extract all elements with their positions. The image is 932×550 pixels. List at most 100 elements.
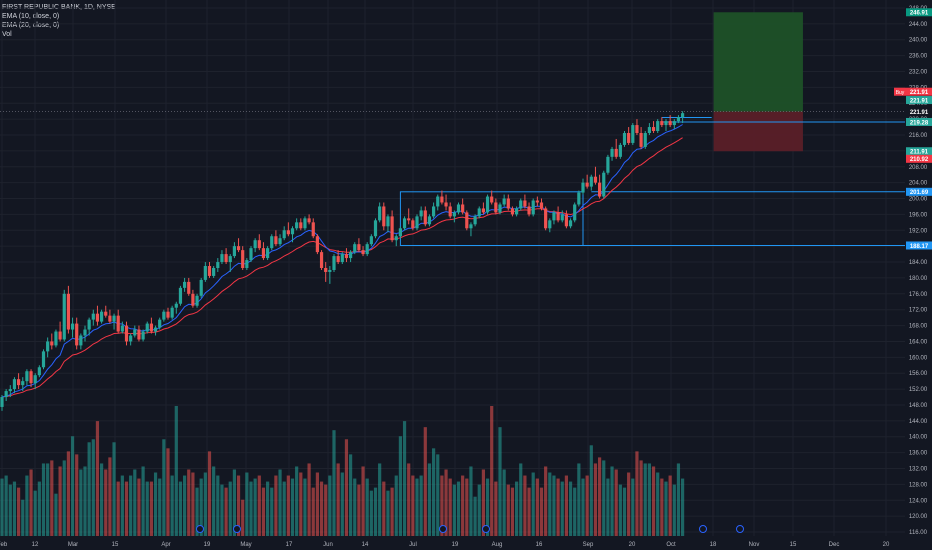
candle-body xyxy=(241,250,245,268)
candle-body xyxy=(440,196,444,203)
volume-bar xyxy=(498,427,502,536)
candle-body xyxy=(560,214,564,221)
candle-body xyxy=(349,252,353,259)
volume-bar xyxy=(116,481,120,536)
candle-body xyxy=(311,222,315,237)
candle-body xyxy=(137,329,141,340)
volume-bar xyxy=(539,487,544,536)
volume-bar xyxy=(390,487,394,536)
volume-bar xyxy=(465,478,469,536)
y-tick-label: 140.00 xyxy=(909,435,928,441)
candle-body xyxy=(361,250,365,255)
volume-bar xyxy=(361,466,365,536)
candle-body xyxy=(407,218,411,221)
volume-bar xyxy=(37,481,41,536)
candle-body xyxy=(502,198,506,205)
volume-bar xyxy=(137,478,141,536)
candle-body xyxy=(62,293,66,340)
volume-bar xyxy=(506,484,510,536)
volume-bar xyxy=(91,439,95,536)
candle-body xyxy=(373,220,378,237)
volume-bar xyxy=(249,481,253,536)
candle-body xyxy=(183,281,187,288)
volume-bar xyxy=(515,481,519,536)
volume-bar xyxy=(174,406,178,536)
candle-body xyxy=(187,281,191,294)
volume-bar xyxy=(610,466,614,536)
x-tick-label: Apr xyxy=(161,542,170,548)
volume-bar xyxy=(270,487,274,536)
candle-body xyxy=(261,248,266,259)
target-zone xyxy=(713,12,803,112)
candle-body xyxy=(444,202,448,207)
y-tick-label: 116.00 xyxy=(909,530,928,536)
volume-bar xyxy=(303,478,307,536)
volume-bar xyxy=(79,469,83,536)
volume-bar xyxy=(87,442,91,536)
candle-body xyxy=(195,295,199,306)
y-tick-label: 152.00 xyxy=(909,387,928,393)
volume-bar xyxy=(353,478,357,536)
volume-bar xyxy=(556,478,560,536)
volume-bar xyxy=(340,472,344,536)
candle-body xyxy=(133,329,137,336)
volume-bar xyxy=(224,487,228,536)
candle-body xyxy=(100,311,104,322)
candle-body xyxy=(357,244,361,251)
candle-body xyxy=(249,248,253,261)
candle-body xyxy=(448,206,452,217)
y-tick-label: 144.00 xyxy=(909,419,928,425)
volume-bar xyxy=(373,487,378,536)
candle-body xyxy=(564,214,568,227)
candle-body xyxy=(153,327,158,332)
volume-bar xyxy=(228,481,232,536)
volume-bar xyxy=(656,472,660,536)
candle-body xyxy=(37,367,41,376)
x-tick-label: Nov xyxy=(749,542,760,548)
volume-bar xyxy=(398,436,402,536)
volume-bar xyxy=(336,463,340,536)
y-tick-label: 192.00 xyxy=(909,228,928,234)
volume-bar xyxy=(502,469,506,536)
volume-bar xyxy=(295,466,299,536)
candle-body xyxy=(477,208,481,217)
volume-bar xyxy=(411,475,415,536)
volume-bar xyxy=(477,484,481,536)
volume-bar xyxy=(627,472,631,536)
volume-bar xyxy=(344,439,349,536)
volume-bar xyxy=(651,466,656,536)
y-tick-label: 148.00 xyxy=(909,403,928,409)
candle-body xyxy=(141,331,145,340)
candle-body xyxy=(174,303,178,308)
candle-body xyxy=(452,212,456,217)
volume-bar xyxy=(485,478,490,536)
volume-bar xyxy=(75,454,79,536)
volume-bar xyxy=(282,481,286,536)
volume-bar xyxy=(527,487,531,536)
price-label-box xyxy=(906,8,932,17)
x-tick-label: 19 xyxy=(452,542,459,548)
order-badge-label: Buy xyxy=(896,90,905,96)
x-tick-label: 20 xyxy=(629,542,636,548)
candle-body xyxy=(257,240,261,249)
candle-body xyxy=(17,379,21,386)
candle-body xyxy=(158,319,162,328)
time-axis xyxy=(0,537,932,550)
candle-body xyxy=(162,311,166,320)
candle-body xyxy=(515,208,519,215)
volume-bar xyxy=(253,478,257,536)
volume-bar xyxy=(631,478,635,536)
y-tick-label: 176.00 xyxy=(909,292,928,298)
x-tick-label: 18 xyxy=(710,542,717,548)
candle-body xyxy=(104,311,108,316)
candle-body xyxy=(681,113,685,118)
candle-body xyxy=(606,156,610,173)
volume-bar xyxy=(444,469,448,536)
candle-body xyxy=(191,293,195,306)
volume-bar xyxy=(378,463,382,536)
volume-bar xyxy=(639,460,643,536)
earnings-marker xyxy=(196,525,204,533)
volume-bar xyxy=(129,475,133,536)
volume-bar xyxy=(203,472,207,536)
